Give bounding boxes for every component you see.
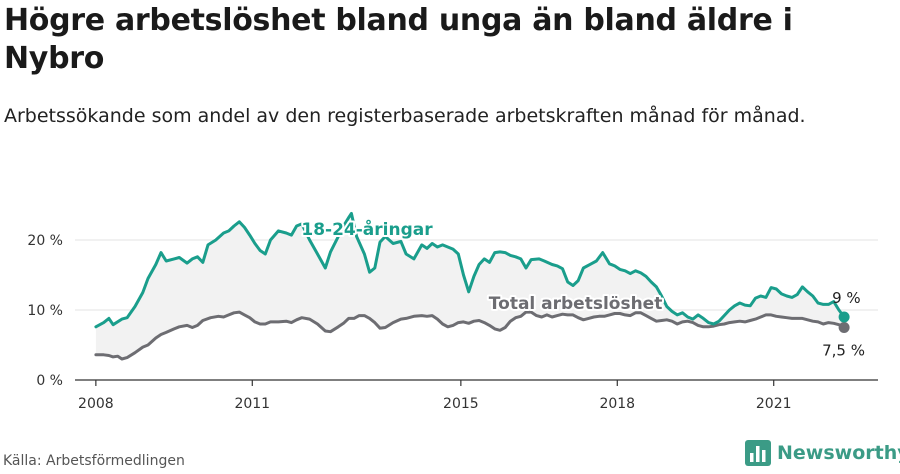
x-tick-label: 2018: [599, 396, 635, 412]
brand-logo: Newsworthy: [745, 440, 900, 466]
end-label-total: 7,5 %: [822, 342, 865, 360]
source-note: Källa: Arbetsförmedlingen: [3, 453, 185, 469]
series-label-total: Total arbetslöshet: [489, 294, 663, 314]
x-axis: 2008 2011 2015 2018 2021: [75, 379, 878, 412]
gap-band: [95, 213, 845, 359]
line-chart: 0 % 10 % 20 % 2008 2011 2015 2018 2021 18-24-å…: [27, 211, 878, 412]
y-tick-label: 0 %: [36, 373, 63, 389]
brand-name: Newsworthy: [777, 442, 900, 464]
chart-subtitle: Arbetssökande som andel av den registerb…: [4, 105, 806, 127]
chart-title: Högre arbetslöshet bland unga än bland ä…: [4, 3, 793, 76]
end-point-youth: [838, 311, 850, 323]
x-tick-label: 2015: [443, 396, 479, 412]
series-label-youth: 18-24-åringar: [301, 218, 433, 240]
x-tick-label: 2008: [78, 396, 114, 412]
series-line-youth: [94, 211, 846, 329]
newsworthy-logo-icon: [745, 440, 771, 466]
y-tick-label: 10 %: [27, 303, 63, 319]
x-tick-label: 2011: [234, 396, 270, 412]
series-line-total: [94, 310, 846, 361]
end-point-total: [838, 322, 850, 333]
series-labels: 18-24-åringar Total arbetslöshet 9 % 7,5 %: [299, 216, 865, 360]
series-lines: [94, 211, 850, 361]
y-tick-label: 20 %: [27, 233, 63, 249]
end-label-youth: 9 %: [832, 289, 861, 307]
x-tick-label: 2021: [756, 396, 792, 412]
